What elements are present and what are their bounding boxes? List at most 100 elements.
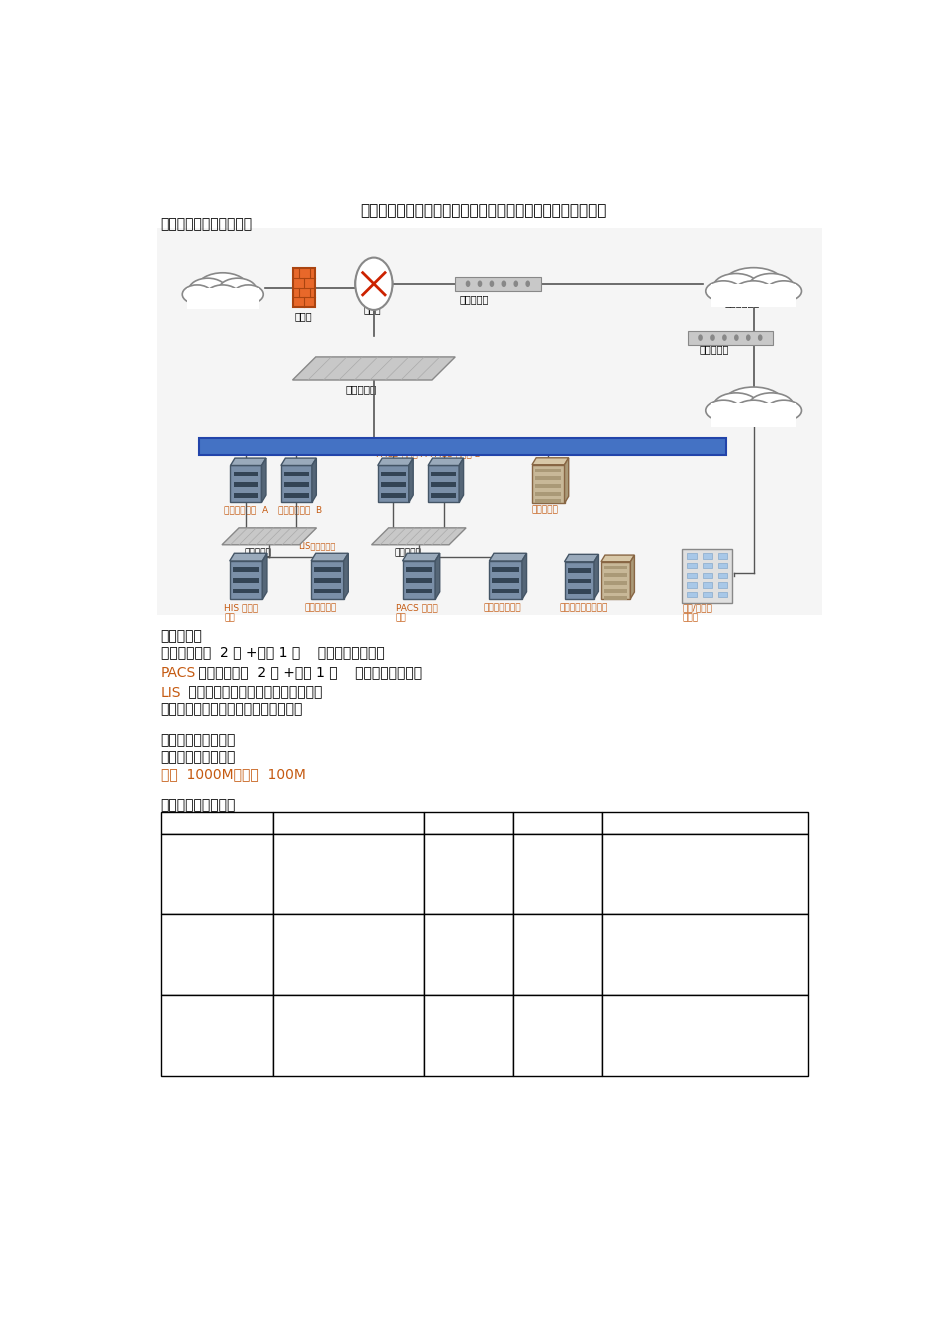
Text: 务器: 务器 — [165, 934, 181, 947]
Bar — [313, 567, 340, 571]
Bar — [492, 567, 518, 571]
Ellipse shape — [766, 400, 801, 420]
Text: PACS 服务器 A: PACS 服务器 A — [376, 450, 427, 459]
Text: HIS: HIS — [165, 840, 187, 852]
Bar — [284, 494, 309, 498]
Bar — [567, 578, 590, 583]
Text: （做  完: （做 完 — [517, 1014, 546, 1026]
Text: 8MB 高速缓存: 8MB 高速缓存 — [278, 1038, 335, 1052]
Text: LIS: LIS — [165, 1001, 185, 1014]
Ellipse shape — [713, 393, 758, 419]
Text: 器: 器 — [165, 854, 173, 867]
Circle shape — [698, 334, 702, 341]
Bar — [687, 330, 772, 345]
Text: 容量）: 容量） — [517, 958, 538, 970]
Text: ≥2 颗  INTEL: ≥2 颗 INTEL — [278, 921, 346, 934]
Bar — [273, 834, 424, 914]
Bar — [424, 812, 513, 834]
Text: M2 系列机器配置: M2 系列机器配置 — [606, 852, 670, 866]
Bar — [686, 553, 696, 558]
Text: 汇聚交换机: 汇聚交换机 — [699, 344, 728, 353]
Text: 服务器类型: 服务器类型 — [165, 816, 205, 830]
Text: INTERNET: INTERNET — [199, 294, 250, 304]
Bar — [701, 591, 711, 597]
Bar — [492, 589, 518, 593]
Bar — [233, 471, 258, 476]
Text: ≥2 颗  INTEL: ≥2 颗 INTEL — [278, 1001, 346, 1014]
Text: PACS: PACS — [160, 666, 195, 680]
Text: 8MB 高速缓存: 8MB 高速缓存 — [278, 958, 335, 970]
Text: 软件应用服务器: 软件应用服务器 — [483, 603, 521, 613]
Circle shape — [501, 281, 506, 288]
Text: PACS 服务器 B: PACS 服务器 B — [430, 450, 480, 459]
Bar — [603, 597, 627, 601]
Text: M2 系列机器配置: M2 系列机器配置 — [606, 933, 670, 946]
Circle shape — [525, 281, 530, 288]
Circle shape — [489, 281, 494, 288]
Ellipse shape — [182, 285, 211, 304]
Bar — [273, 995, 424, 1076]
Bar — [455, 277, 540, 290]
Polygon shape — [459, 458, 464, 503]
Bar — [233, 494, 258, 498]
Ellipse shape — [189, 278, 227, 302]
Text: ≥4G，可: ≥4G，可 — [429, 921, 469, 934]
Text: 建议参考  IBM    3650: 建议参考 IBM 3650 — [606, 921, 708, 934]
Text: 数据库服: 数据库服 — [190, 921, 227, 934]
Text: XEON E7440 处理: XEON E7440 处理 — [278, 1014, 369, 1026]
Bar — [405, 589, 431, 593]
Bar — [378, 466, 409, 503]
Polygon shape — [230, 458, 265, 466]
Bar — [233, 483, 258, 487]
Bar — [603, 573, 627, 577]
Bar — [686, 582, 696, 587]
Bar — [428, 466, 459, 503]
Text: ≥  500G: ≥ 500G — [517, 1001, 566, 1014]
Text: 医院内外网物理分离: 医院内外网物理分离 — [160, 751, 236, 764]
Bar — [232, 567, 259, 571]
Text: 品牌参考: 品牌参考 — [606, 816, 638, 830]
Bar — [534, 476, 561, 480]
Bar — [424, 834, 513, 914]
Bar — [405, 567, 431, 571]
Text: 16MB 高速缓存: 16MB 高速缓存 — [278, 876, 343, 890]
Text: ≥    1TB: ≥ 1TB — [517, 840, 565, 852]
Bar — [430, 494, 456, 498]
Bar — [701, 573, 711, 578]
Ellipse shape — [733, 400, 773, 424]
Text: LIS、合理用药: LIS、合理用药 — [297, 542, 335, 551]
Text: 建议参考  IBM    3850: 建议参考 IBM 3850 — [606, 840, 708, 852]
Text: CPU: CPU — [278, 816, 304, 830]
Bar — [602, 995, 807, 1076]
Bar — [232, 578, 259, 582]
Bar — [716, 573, 726, 578]
Text: ≥2 颗  INTEL: ≥2 颗 INTEL — [278, 840, 346, 852]
Bar — [682, 550, 732, 603]
Text: 光纤交换机: 光纤交换机 — [244, 547, 271, 557]
Bar — [567, 590, 590, 594]
Text: 系统常见硬件环境拓扑：: 系统常见硬件环境拓扑： — [160, 217, 253, 230]
Bar — [232, 589, 259, 593]
Bar — [229, 561, 262, 599]
Text: 数据库服务器  2 台 +存储 1 台    集群或者热备模式: 数据库服务器 2 台 +存储 1 台 集群或者热备模式 — [194, 666, 422, 680]
Text: 汇聚交换机: 汇聚交换机 — [459, 294, 488, 304]
Polygon shape — [293, 357, 455, 380]
Bar — [531, 464, 564, 503]
Text: 数据库服务器  B: 数据库服务器 B — [278, 506, 322, 515]
Text: 路由器: 路由器 — [362, 305, 380, 314]
Text: 内存: 内存 — [429, 816, 445, 830]
Polygon shape — [489, 553, 526, 561]
Text: ≥    2TB: ≥ 2TB — [517, 921, 565, 934]
Polygon shape — [371, 529, 465, 545]
Bar — [273, 914, 424, 995]
Ellipse shape — [713, 273, 758, 300]
Text: （做  完: （做 完 — [517, 933, 546, 946]
Bar — [602, 834, 807, 914]
Bar — [716, 563, 726, 569]
Ellipse shape — [206, 285, 240, 306]
Text: XEON E7440 处理: XEON E7440 处理 — [278, 852, 369, 866]
Text: 光纤交换机: 光纤交换机 — [394, 547, 420, 557]
Bar — [534, 468, 561, 472]
Bar — [567, 567, 590, 573]
Text: 扩  展  至: 扩 展 至 — [429, 852, 464, 866]
